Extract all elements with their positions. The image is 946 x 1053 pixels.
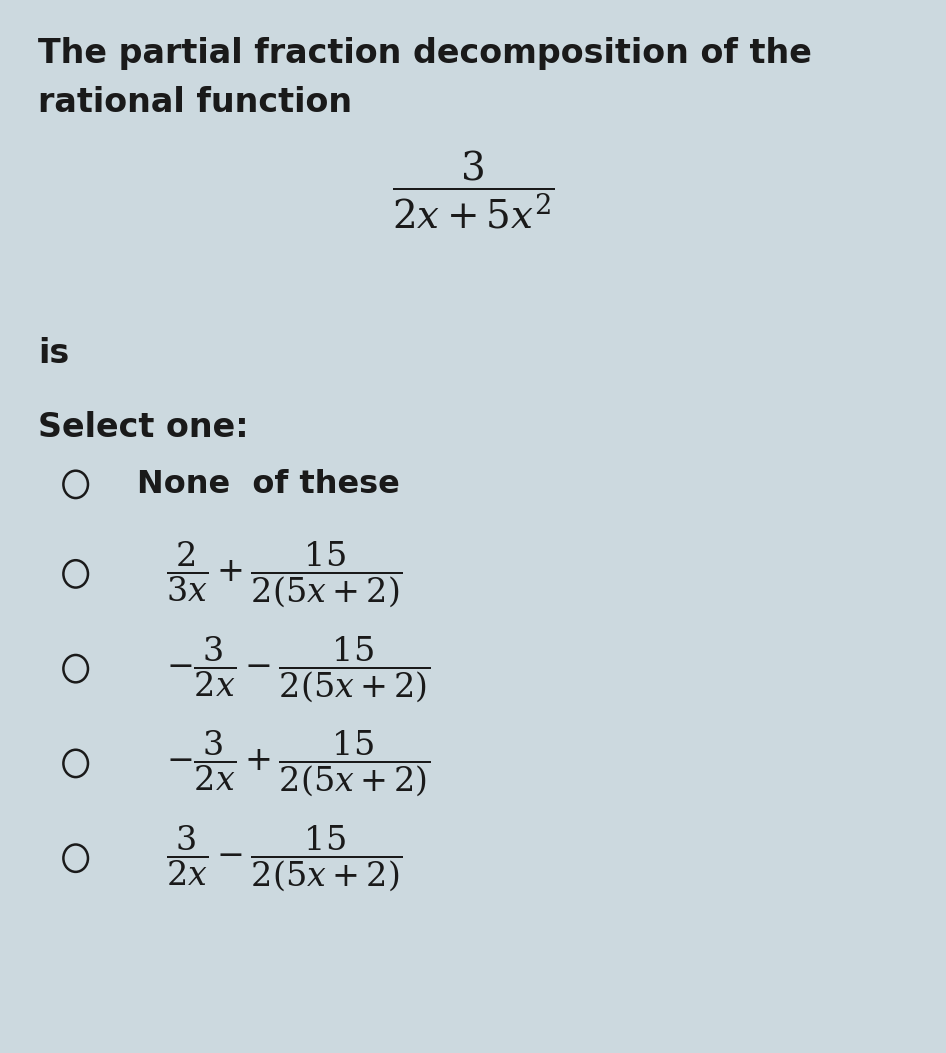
Text: $\dfrac{3}{2x} - \dfrac{15}{2(5x+2)}$: $\dfrac{3}{2x} - \dfrac{15}{2(5x+2)}$	[166, 823, 402, 893]
Text: $\dfrac{2}{3x} + \dfrac{15}{2(5x+2)}$: $\dfrac{2}{3x} + \dfrac{15}{2(5x+2)}$	[166, 539, 402, 609]
Text: The partial fraction decomposition of the: The partial fraction decomposition of th…	[38, 37, 812, 69]
Text: $-\dfrac{3}{2x} - \dfrac{15}{2(5x+2)}$: $-\dfrac{3}{2x} - \dfrac{15}{2(5x+2)}$	[166, 634, 429, 703]
Text: None  of these: None of these	[137, 469, 400, 500]
Text: $\dfrac{3}{2x + 5x^2}$: $\dfrac{3}{2x + 5x^2}$	[392, 148, 554, 231]
Text: $-\dfrac{3}{2x} + \dfrac{15}{2(5x+2)}$: $-\dfrac{3}{2x} + \dfrac{15}{2(5x+2)}$	[166, 729, 429, 798]
Text: rational function: rational function	[38, 86, 352, 119]
Text: is: is	[38, 337, 69, 370]
Text: Select one:: Select one:	[38, 411, 249, 443]
